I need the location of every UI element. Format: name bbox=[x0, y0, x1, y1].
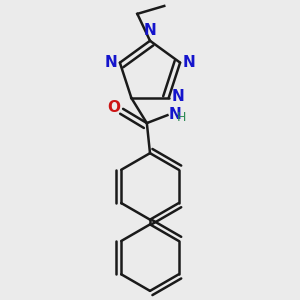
Text: N: N bbox=[144, 23, 156, 38]
Text: N: N bbox=[171, 89, 184, 104]
Text: N: N bbox=[183, 55, 195, 70]
Text: H: H bbox=[176, 111, 186, 124]
Text: O: O bbox=[107, 100, 120, 115]
Text: N: N bbox=[105, 55, 117, 70]
Text: N: N bbox=[168, 107, 181, 122]
